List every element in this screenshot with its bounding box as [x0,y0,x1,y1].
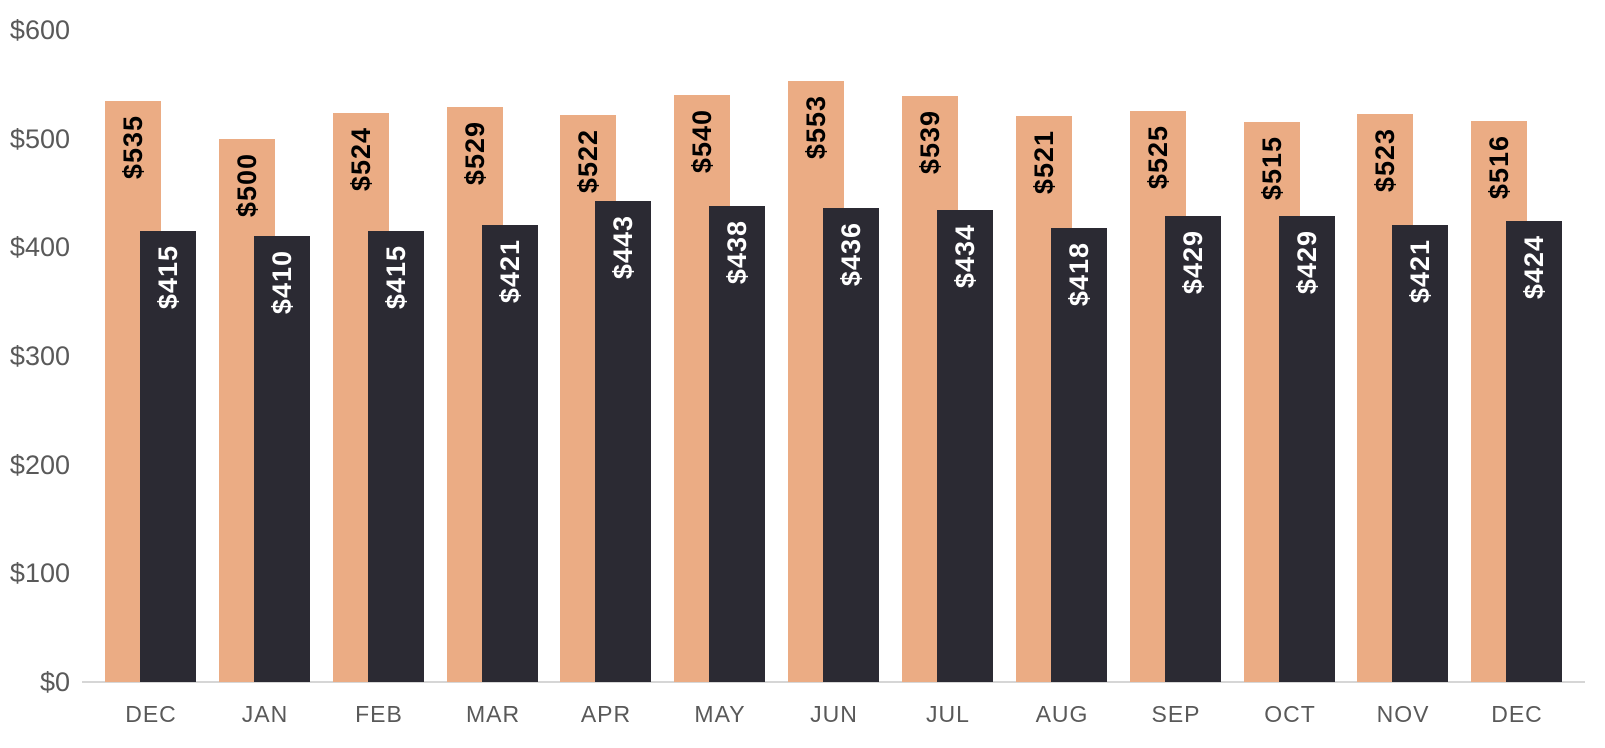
bar-dark-may-5: $438 [709,206,765,682]
y-tick-label: $500 [9,123,70,154]
bar-value-label: $415 [380,245,411,310]
bar-value-label: $553 [800,95,831,160]
x-axis-label-sep-9: SEP [1151,701,1201,727]
bar-value-label: $523 [1369,128,1400,193]
bar-value-label: $421 [494,239,525,304]
bar-value-label: $436 [835,222,866,287]
bar-dark-nov-11: $421 [1392,225,1448,682]
x-axis-label-aug-8: AUG [1035,701,1089,727]
bar-value-label: $443 [607,215,638,280]
bar-value-label: $418 [1063,242,1094,307]
bar-dark-feb-2: $415 [368,231,424,682]
x-axis-label-nov-11: NOV [1376,701,1430,727]
bar-dark-dec-12: $424 [1506,221,1562,682]
x-axis-label-feb-2: FEB [355,701,403,727]
bar-value-label: $529 [459,121,490,186]
bar-dark-oct-10: $429 [1279,216,1335,682]
bar-value-label: $429 [1177,230,1208,295]
bar-value-label: $540 [686,109,717,174]
bar-value-label: $410 [266,250,297,315]
bar-value-label: $424 [1518,235,1549,300]
x-axis-label-jul-7: JUL [926,701,970,727]
y-tick-label: $200 [9,449,70,480]
x-axis-label-jan-1: JAN [241,701,289,727]
bar-value-label: $521 [1028,130,1059,195]
bar-value-label: $434 [949,224,980,289]
y-tick-label: $400 [9,232,70,263]
y-tick-label: $0 [39,667,70,697]
bar-value-label: $438 [721,220,752,285]
bar-value-label: $524 [345,127,376,192]
bar-dark-dec-0: $415 [140,231,196,682]
y-tick-label: $300 [9,341,70,371]
bar-value-label: $539 [914,110,945,175]
bar-dark-apr-4: $443 [595,201,651,682]
x-axis-label-apr-4: APR [580,701,632,727]
bar-dark-jan-1: $410 [254,236,310,682]
x-axis-line [82,681,1585,683]
x-axis-label-dec-0: DEC [125,701,177,727]
bar-value-label: $516 [1483,135,1514,200]
bar-dark-mar-3: $421 [482,225,538,682]
x-axis-label-oct-10: OCT [1264,701,1316,727]
bar-dark-jun-6: $436 [823,208,879,682]
bar-value-label: $500 [231,153,262,218]
x-axis-label-mar-3: MAR [465,701,521,727]
bar-dark-sep-9: $429 [1165,216,1221,682]
x-axis-label-may-5: MAY [694,701,746,727]
x-axis-label-dec-12: DEC [1491,701,1543,727]
bar-dark-aug-8: $418 [1051,228,1107,682]
x-axis-label-jun-6: JUN [810,701,858,727]
bar-value-label: $525 [1142,125,1173,190]
bar-value-label: $421 [1404,239,1435,304]
y-tick-label: $600 [9,15,70,45]
bar-value-label: $522 [572,129,603,194]
bar-value-label: $535 [117,115,148,180]
bar-value-label: $415 [152,245,183,310]
bar-value-label: $429 [1291,230,1322,295]
bar-value-label: $515 [1256,136,1287,201]
bar-dark-jul-7: $434 [937,210,993,682]
y-tick-label: $100 [9,558,70,589]
